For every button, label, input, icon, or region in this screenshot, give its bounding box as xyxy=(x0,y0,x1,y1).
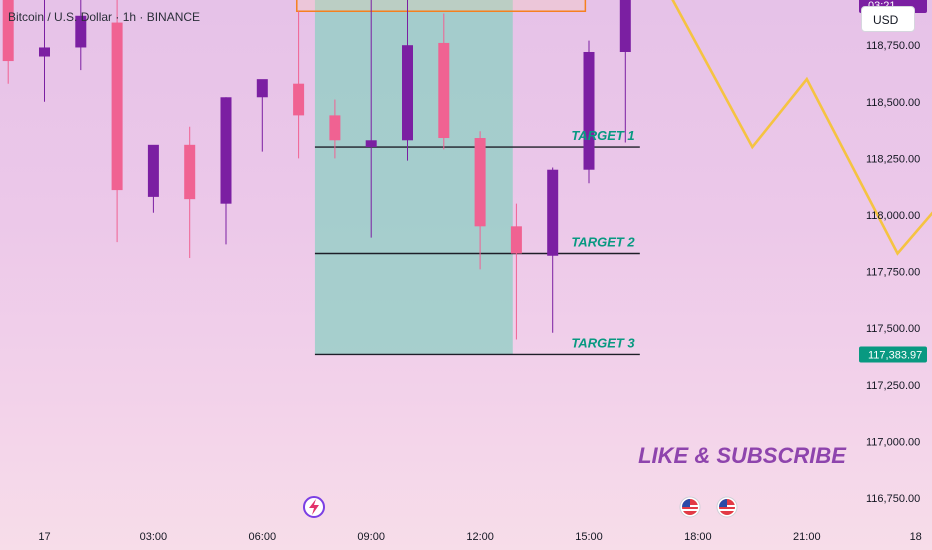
x-tick-label: 18:00 xyxy=(684,531,712,543)
y-tick-label: 116,750.00 xyxy=(866,493,920,505)
y-tick-label: 118,250.00 xyxy=(866,153,920,165)
x-tick-label: 17 xyxy=(38,531,50,543)
candle-body xyxy=(184,144,196,200)
lightning-event-icon[interactable] xyxy=(303,496,325,518)
candle[interactable] xyxy=(329,99,341,159)
target-price-badge-text: 117,383.97 xyxy=(868,349,922,361)
target-2-label: TARGET 2 xyxy=(571,234,635,249)
y-tick-label: 117,750.00 xyxy=(866,267,920,279)
candle[interactable] xyxy=(510,203,522,340)
candle[interactable] xyxy=(402,0,413,161)
event-icons xyxy=(303,496,738,518)
y-tick-label: 117,500.00 xyxy=(866,323,920,335)
chart-symbol-title: Bitcoin / U.S. Dollar · 1h · BINANCE xyxy=(8,10,201,24)
candle-body xyxy=(619,0,631,52)
candle-body xyxy=(547,169,559,256)
x-tick-label: 12:00 xyxy=(466,531,494,543)
candle-body xyxy=(220,97,232,204)
candle[interactable] xyxy=(619,0,631,143)
us-flag-event-icon[interactable] xyxy=(679,496,701,518)
candle[interactable] xyxy=(184,126,196,259)
candle[interactable] xyxy=(111,0,123,243)
candle[interactable] xyxy=(438,13,450,150)
candle[interactable] xyxy=(256,79,268,152)
entry-zone-box xyxy=(296,0,587,12)
x-tick-label: 03:00 xyxy=(140,531,168,543)
y-tick-label: 118,750.00 xyxy=(866,40,920,52)
candle[interactable] xyxy=(75,0,87,71)
x-tick-label: 21:00 xyxy=(793,531,821,543)
projection-arrow xyxy=(671,0,932,256)
candle-body xyxy=(583,51,595,170)
candle[interactable] xyxy=(547,167,559,333)
target-price-badge: 117,383.97 xyxy=(859,346,927,363)
candle-body xyxy=(256,79,268,98)
target-3-label: TARGET 3 xyxy=(571,335,635,350)
us-flag-canton xyxy=(682,499,690,507)
x-tick-label: 06:00 xyxy=(249,531,277,543)
us-flag-stripe xyxy=(719,509,735,511)
y-tick-label: 118,000.00 xyxy=(866,210,920,222)
y-tick-label: 117,000.00 xyxy=(866,436,920,448)
x-tick-label: 15:00 xyxy=(575,531,603,543)
like-subscribe-text: LIKE & SUBSCRIBE xyxy=(638,443,847,468)
y-tick-label: 118,500.00 xyxy=(866,97,920,109)
us-flag-stripe xyxy=(682,509,698,511)
us-flag-canton xyxy=(719,499,727,507)
candle[interactable] xyxy=(220,97,232,245)
target-1-label: TARGET 1 xyxy=(571,128,634,143)
candle-body xyxy=(39,47,50,57)
candle-body xyxy=(474,138,486,227)
candle-body xyxy=(510,226,522,254)
candle-body xyxy=(365,140,377,148)
candle[interactable] xyxy=(474,131,486,270)
candle-body xyxy=(2,0,14,62)
candle-body xyxy=(111,22,123,191)
candle[interactable] xyxy=(147,144,159,213)
candle-body xyxy=(402,45,413,141)
y-tick-label: 117,250.00 xyxy=(866,380,920,392)
candle-body xyxy=(438,42,450,139)
x-tick-label: 18 xyxy=(910,531,922,543)
candle[interactable] xyxy=(39,0,50,102)
candle-body xyxy=(75,15,87,48)
candle[interactable] xyxy=(293,11,305,159)
candle[interactable] xyxy=(365,0,377,238)
candle[interactable] xyxy=(2,0,14,84)
x-tick-label: 09:00 xyxy=(357,531,385,543)
currency-button[interactable]: USD xyxy=(861,6,915,32)
candle-body xyxy=(293,83,305,116)
candle-body xyxy=(329,115,341,141)
candle[interactable] xyxy=(583,40,595,184)
us-flag-event-icon[interactable] xyxy=(716,496,738,518)
target-price-badge-bg xyxy=(859,346,927,363)
candle-body xyxy=(147,144,159,197)
lightning-bolt xyxy=(309,499,319,515)
